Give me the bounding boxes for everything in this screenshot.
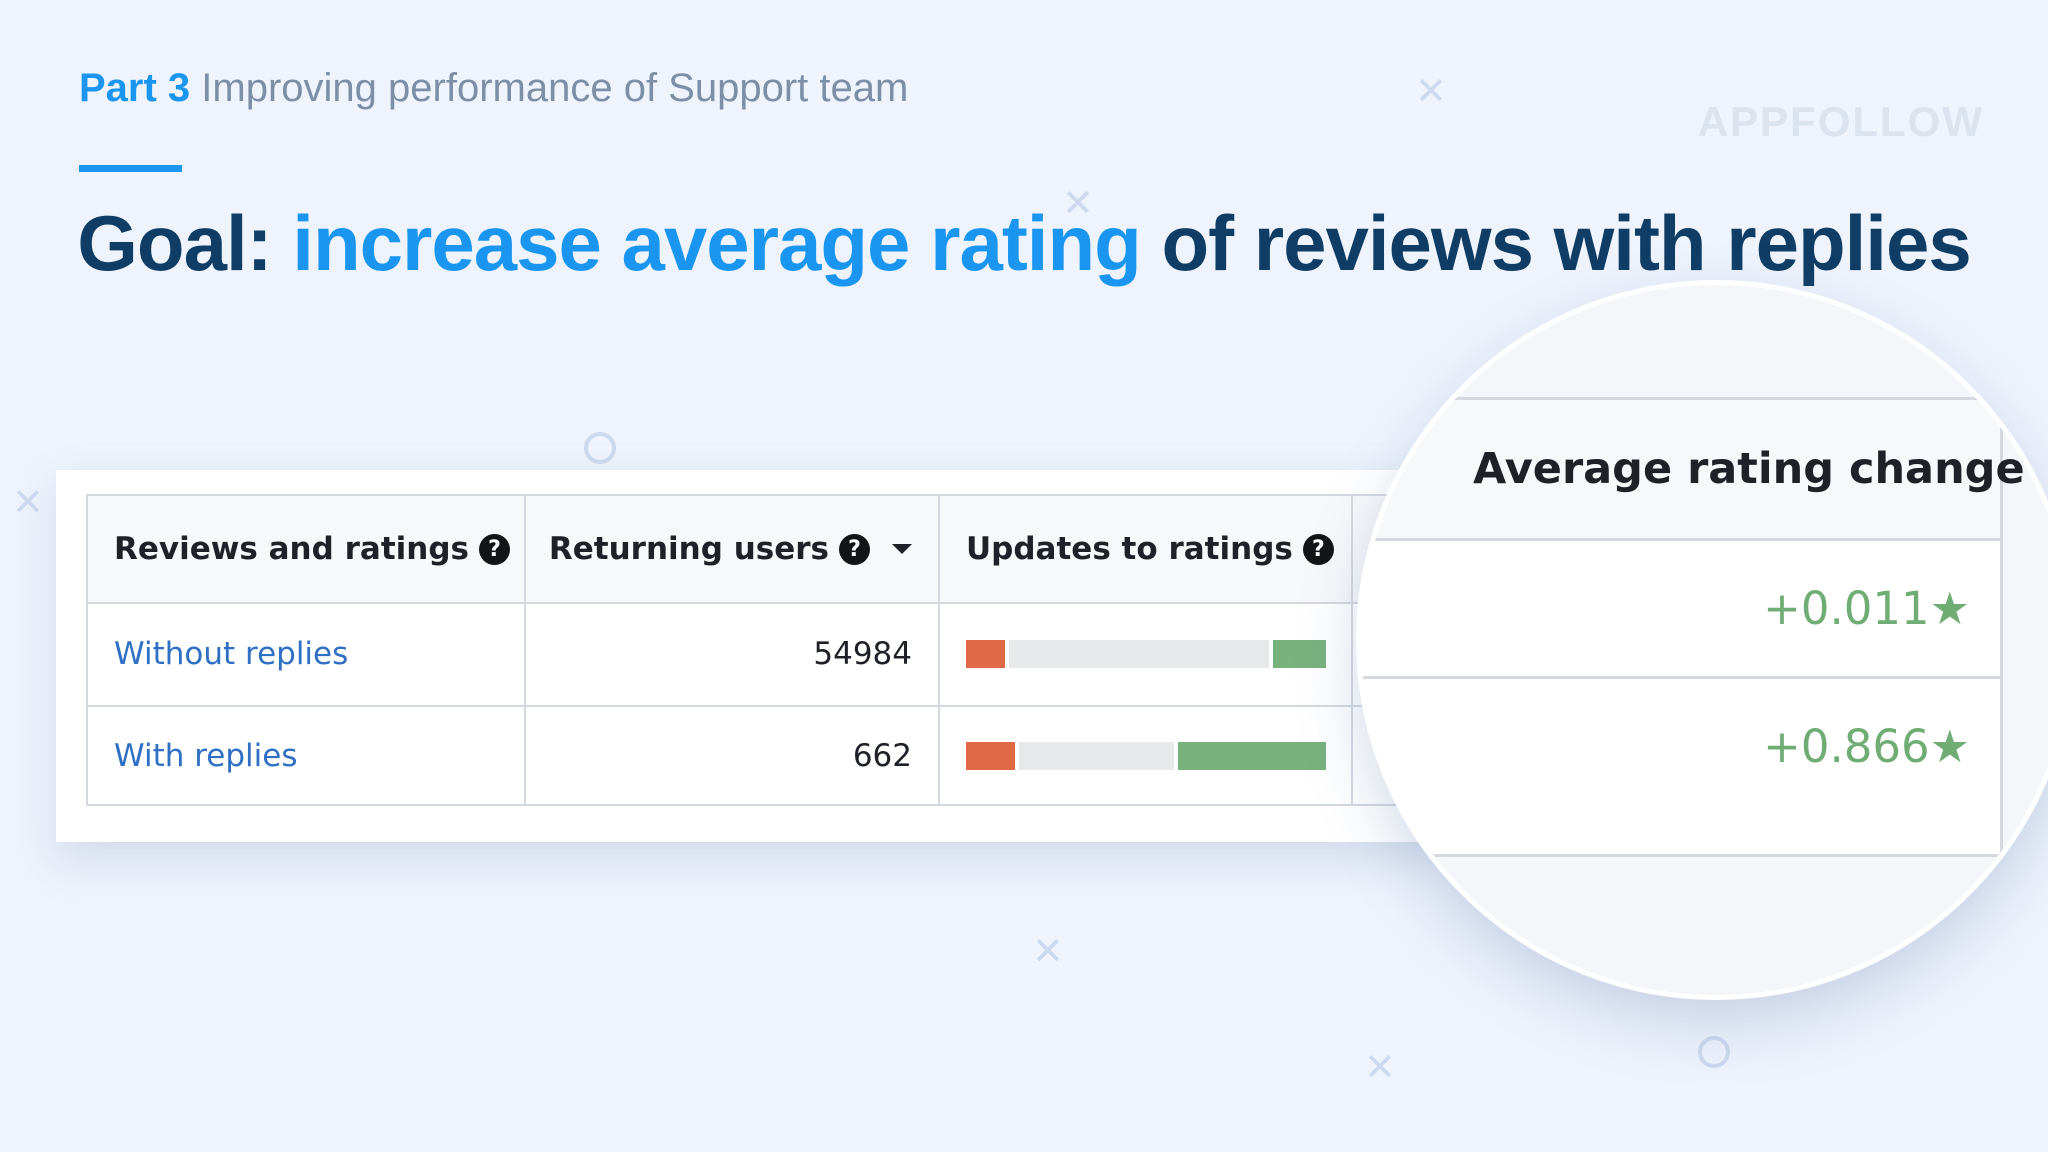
table-header-row: Reviews and ratings ? Returning users ? … (88, 496, 1466, 604)
bar-neutral-segment (1019, 741, 1174, 770)
column-header-updates: Updates to ratings ? (940, 496, 1353, 602)
star-icon: ★ (1929, 582, 1970, 635)
bar-negative-segment (966, 741, 1015, 770)
help-circle-icon[interactable]: ? (839, 533, 870, 565)
decor-cross-icon: ✕ (1032, 929, 1064, 973)
bar-neutral-segment (1009, 639, 1269, 668)
returning-users-value: 54984 (526, 602, 940, 705)
section-subtitle: Improving performance of Support team (201, 66, 909, 110)
rating-change-text: +0.866 (1763, 720, 1930, 773)
column-header-label: Returning users (548, 531, 829, 567)
bar-positive-segment (1178, 741, 1326, 770)
bar-positive-segment (1273, 639, 1326, 668)
zoomed-header-row: Average rating change ? (1361, 400, 2048, 541)
goal-prefix: Goal: (77, 199, 272, 287)
column-header-average-rating-change: Average rating change ? (1473, 444, 2048, 494)
header-accent-rule (79, 165, 182, 172)
rating-change-text: +0.011 (1763, 582, 1930, 635)
decor-circle-icon (584, 432, 616, 464)
table-row: Without replies 54984 (88, 602, 1466, 707)
row-label-cell: With replies (88, 705, 526, 806)
decor-cross-icon: ✕ (12, 480, 44, 524)
part-label: Part 3 (79, 66, 191, 110)
average-rating-change-value: +0.011★ (1763, 582, 1970, 635)
ratings-update-bar (966, 639, 1326, 668)
reviews-table: Reviews and ratings ? Returning users ? … (86, 494, 1466, 806)
decor-circle-icon (1698, 1036, 1730, 1068)
zoomed-average-rating-column: Average rating change ? +0.011★ +0.866★ (1361, 397, 2048, 857)
goal-suffix: of reviews with replies (1161, 199, 1971, 287)
help-circle-icon[interactable]: ? (478, 533, 510, 565)
caret-down-icon[interactable] (892, 544, 912, 554)
goal-highlight: increase average rating (292, 199, 1141, 287)
average-rating-change-value: +0.866★ (1763, 720, 1970, 773)
decor-cross-icon: ✕ (1364, 1045, 1396, 1089)
ratings-update-bar (966, 741, 1326, 770)
reviews-table-card: Reviews and ratings ? Returning users ? … (56, 470, 1466, 842)
bar-negative-segment (966, 639, 1005, 668)
help-circle-icon[interactable]: ? (2038, 447, 2048, 491)
column-header-label: Reviews and ratings (114, 531, 469, 567)
row-link-with-replies[interactable]: With replies (114, 737, 298, 774)
table-row: +0.011★ (1361, 538, 2000, 679)
column-header-returning-users[interactable]: Returning users ? (526, 496, 940, 602)
table-row: +0.866★ (1361, 676, 2000, 812)
ratings-updates-cell (940, 705, 1353, 806)
row-link-without-replies[interactable]: Without replies (114, 635, 349, 672)
star-icon: ★ (1929, 720, 1970, 773)
zoom-magnifier-circle: Average rating change ? +0.011★ +0.866★ (1356, 280, 2048, 1000)
brand-watermark: APPFOLLOW (1697, 98, 1984, 145)
table-row: With replies 662 (88, 705, 1466, 806)
row-label-cell: Without replies (88, 602, 526, 705)
ratings-updates-cell (940, 602, 1353, 705)
column-header-label: Average rating change (1473, 444, 2025, 494)
returning-users-value: 662 (526, 705, 940, 806)
help-circle-icon[interactable]: ? (1302, 533, 1334, 565)
column-header-reviews: Reviews and ratings ? (88, 496, 526, 602)
decor-cross-icon: ✕ (1415, 69, 1447, 113)
column-header-label: Updates to ratings (966, 531, 1293, 567)
section-header: Part 3 Improving performance of Support … (79, 66, 908, 111)
decor-cross-icon: ✕ (1062, 181, 1094, 225)
goal-heading: Goal: increase average rating of reviews… (0, 198, 2048, 289)
